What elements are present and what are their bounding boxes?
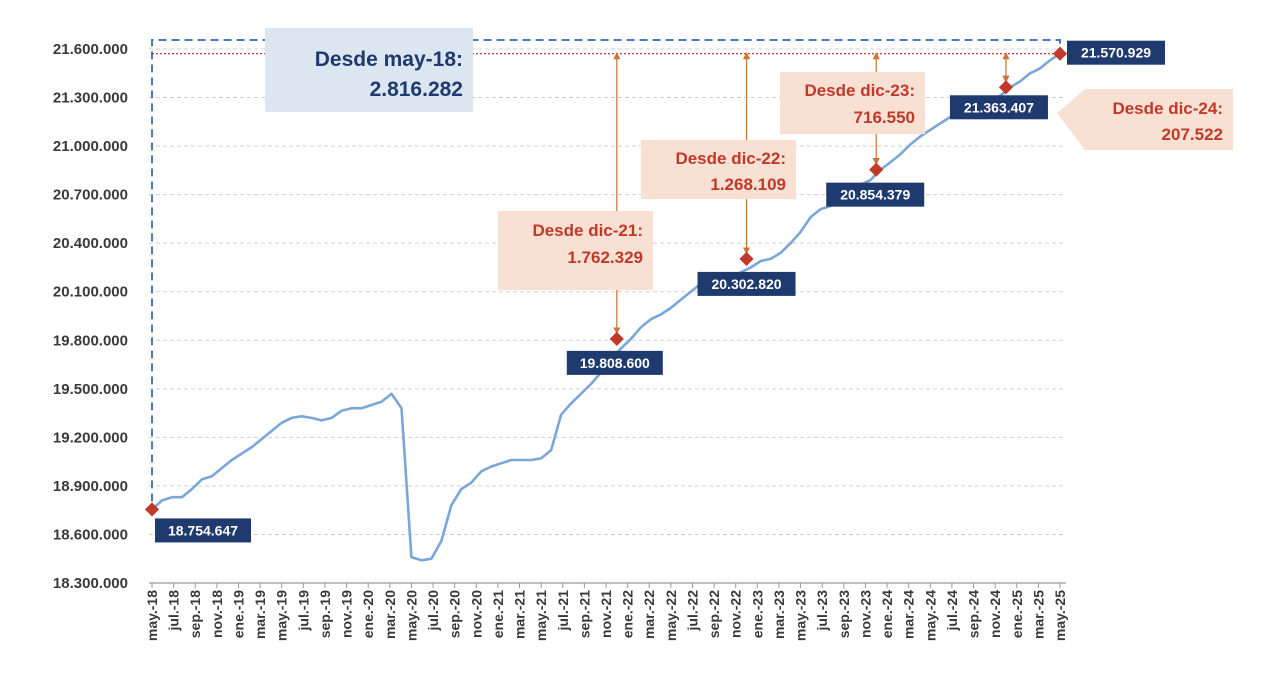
value-label: 20.854.379 (840, 187, 910, 203)
y-tick-label: 20.100.000 (53, 284, 128, 301)
value-label: 19.808.600 (580, 355, 650, 371)
callout-line2: 207.522 (1162, 125, 1223, 144)
value-label-box (697, 271, 796, 296)
x-tick-label: may.-19 (274, 590, 290, 641)
value-label: 20.302.820 (711, 276, 781, 292)
x-tick-label: mar.-24 (901, 590, 917, 639)
x-tick-label: may.-23 (793, 590, 809, 641)
highlight-marker (998, 80, 1014, 95)
x-tick-label: nov.-18 (209, 590, 225, 638)
x-tick-label: ene.-19 (230, 590, 246, 638)
highlight-marker (1052, 46, 1068, 61)
x-tick-label: sep.-20 (447, 590, 463, 638)
y-tick-label: 18.900.000 (53, 478, 128, 495)
value-label-box (949, 95, 1048, 120)
x-tick-label: ene.-20 (360, 590, 376, 638)
x-tick-label: jul.-19 (295, 590, 311, 632)
x-tick-label: may.-21 (533, 590, 549, 641)
callout-line1: Desde dic-22: (675, 149, 786, 168)
y-tick-label: 19.200.000 (53, 429, 128, 446)
y-tick-label: 20.700.000 (53, 187, 128, 204)
x-tick-label: nov.-23 (857, 590, 873, 638)
x-tick-label: mar.-21 (512, 590, 528, 639)
y-tick-label: 21.600.000 (53, 41, 128, 58)
x-tick-label: jul.-21 (555, 590, 571, 632)
y-tick-label: 20.400.000 (53, 235, 128, 252)
highlight-marker (869, 162, 884, 177)
x-tick-label: ene.-25 (1009, 590, 1025, 638)
x-tick-label: jul.-22 (684, 590, 700, 632)
x-tick-label: jul.-24 (944, 590, 960, 632)
grid-lines (149, 48, 1066, 535)
y-tick-label: 18.600.000 (53, 526, 128, 543)
x-axis: may.-18 jul.-18 sep.-18 nov.-18 ene.-19 mar.-… (144, 582, 1068, 641)
value-label-box (826, 182, 925, 207)
x-tick-label: may.-18 (144, 590, 160, 641)
bracket-line (151, 39, 1061, 502)
x-tick-label: sep.-23 (836, 590, 852, 638)
callout-box (780, 72, 925, 134)
x-tick-label: mar.-19 (252, 590, 268, 639)
value-label: 21.570.929 (1081, 45, 1151, 61)
highlight-marker (609, 331, 624, 346)
x-tick-label: nov.-20 (468, 590, 484, 638)
y-tick-label: 19.500.000 (53, 381, 128, 398)
x-tick-label: jul.-18 (166, 590, 182, 632)
value-label-box (155, 518, 251, 543)
x-tick-label: sep.-24 (966, 590, 982, 638)
highlight-marker (739, 251, 754, 266)
x-tick-label: mar.-25 (1030, 590, 1046, 639)
callout-line1: Desde dic-21: (532, 221, 643, 240)
value-label: 18.754.647 (168, 522, 238, 538)
value-label: 21.363.407 (964, 99, 1034, 115)
callouts: Desde may-18: 2.816.282 Desde dic-21: 1.762… (265, 28, 1233, 290)
x-tick-label: may.-25 (1052, 590, 1068, 641)
callout-line2: 1.268.109 (710, 175, 786, 194)
y-tick-label: 18.300.000 (53, 575, 128, 592)
x-tick-label: ene.-22 (620, 590, 636, 638)
point-labels: 18.754.647 19.808.600 20.302.820 20.854.379… (155, 40, 1165, 543)
highlight-markers (144, 46, 1068, 517)
x-tick-label: may.-20 (403, 590, 419, 641)
x-tick-label: jul.-20 (425, 590, 441, 632)
x-tick-label: sep.-21 (576, 590, 592, 638)
callout-line2: 2.816.282 (370, 78, 463, 101)
x-tick-label: sep.-18 (187, 590, 203, 638)
x-tick-label: sep.-22 (706, 590, 722, 638)
x-tick-label: mar.-22 (641, 590, 657, 639)
x-tick-label: ene.-21 (490, 590, 506, 638)
x-tick-label: may.-24 (922, 590, 938, 641)
y-tick-label: 19.800.000 (53, 332, 128, 349)
main-callout-box (265, 28, 473, 112)
y-axis-ticks: 18.300.000 18.600.000 18.900.000 19.200.000… (53, 41, 128, 592)
callout-line1: Desde dic-24: (1112, 99, 1223, 118)
x-tick-label: nov.-22 (728, 590, 744, 638)
x-tick-label: nov.-19 (339, 590, 355, 638)
x-tick-label: jul.-23 (814, 590, 830, 632)
x-tick-label: nov.-24 (987, 590, 1003, 638)
callout-line2: 716.550 (854, 108, 915, 127)
x-tick-label: ene.-24 (879, 590, 895, 638)
callout-arrow-box (1057, 89, 1233, 150)
x-tick-label: may.-22 (663, 590, 679, 641)
x-tick-label: mar.-23 (771, 590, 787, 639)
y-tick-label: 21.300.000 (53, 90, 128, 107)
x-tick-label: sep.-19 (317, 590, 333, 638)
y-tick-label: 21.000.000 (53, 138, 128, 155)
callout-box (498, 211, 653, 290)
callout-box (641, 140, 796, 199)
x-tick-label: nov.-21 (598, 590, 614, 638)
value-label-box (566, 350, 663, 375)
x-tick-label: mar.-20 (382, 590, 398, 639)
x-tick-label: ene.-23 (749, 590, 765, 638)
callout-line1: Desde may-18: (315, 48, 463, 71)
callout-line1: Desde dic-23: (804, 81, 915, 100)
callout-line2: 1.762.329 (567, 248, 643, 267)
value-label-box (1067, 40, 1165, 65)
